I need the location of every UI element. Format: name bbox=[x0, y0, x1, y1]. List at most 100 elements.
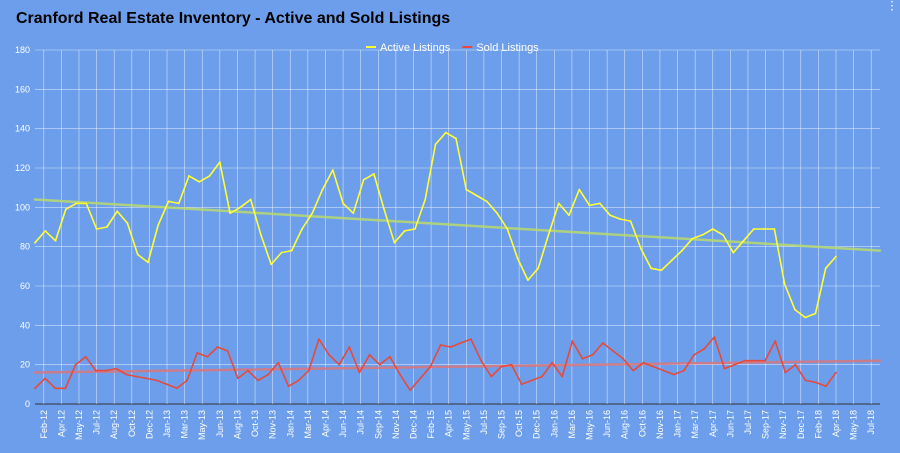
legend-label: Active Listings bbox=[380, 42, 451, 54]
data-point-sold-listings bbox=[348, 346, 351, 348]
data-point-sold-listings bbox=[470, 338, 472, 340]
data-point-active-listings bbox=[609, 214, 611, 217]
data-point-active-listings bbox=[249, 198, 252, 201]
data-point-sold-listings bbox=[601, 342, 604, 344]
data-point-sold-listings bbox=[378, 363, 381, 366]
data-point-sold-listings bbox=[105, 369, 107, 372]
data-point-active-listings bbox=[475, 194, 478, 197]
data-point-active-listings bbox=[270, 263, 273, 266]
x-tick-label: Aug-16 bbox=[620, 410, 630, 439]
data-point-sold-listings bbox=[216, 346, 219, 348]
data-point-active-listings bbox=[804, 316, 807, 319]
data-point-sold-listings bbox=[764, 359, 766, 362]
data-point-sold-listings bbox=[64, 387, 67, 390]
data-point-active-listings bbox=[280, 251, 283, 254]
data-point-sold-listings bbox=[642, 361, 645, 364]
data-point-active-listings bbox=[188, 174, 190, 177]
data-point-active-listings bbox=[301, 228, 303, 230]
data-point-active-listings bbox=[835, 255, 837, 258]
data-point-sold-listings bbox=[439, 344, 442, 346]
data-point-active-listings bbox=[752, 228, 755, 230]
data-point-sold-listings bbox=[257, 379, 259, 382]
data-point-active-listings bbox=[814, 312, 817, 315]
data-point-sold-listings bbox=[145, 377, 148, 380]
data-point-sold-listings bbox=[520, 383, 523, 386]
x-tick-label: Jul-14 bbox=[356, 410, 366, 435]
data-point-active-listings bbox=[116, 210, 119, 213]
vertical-dots-icon[interactable]: · · · bbox=[890, 0, 894, 17]
data-point-active-listings bbox=[568, 214, 570, 217]
x-tick-label: Oct-15 bbox=[514, 410, 524, 437]
data-point-active-listings bbox=[496, 212, 499, 215]
x-tick-label: Apr-12 bbox=[56, 410, 66, 437]
data-point-active-listings bbox=[85, 202, 88, 205]
data-point-sold-listings bbox=[824, 385, 827, 388]
data-point-sold-listings bbox=[784, 371, 787, 374]
data-point-sold-listings bbox=[84, 355, 87, 358]
series-line-active-listings bbox=[34, 131, 837, 319]
data-point-active-listings bbox=[331, 169, 334, 171]
data-point-active-listings bbox=[218, 161, 221, 164]
data-point-sold-listings bbox=[753, 359, 756, 362]
data-point-active-listings bbox=[619, 218, 622, 221]
chart-title: Cranford Real Estate Inventory - Active … bbox=[16, 10, 451, 27]
y-axis-ticks: 0 20 40 60 80 100 120 140 160 180 bbox=[15, 45, 30, 409]
data-point-sold-listings bbox=[135, 375, 138, 378]
data-point-active-listings bbox=[516, 257, 519, 260]
data-point-active-listings bbox=[506, 228, 509, 230]
data-point-active-listings bbox=[383, 208, 386, 211]
data-point-sold-listings bbox=[541, 375, 543, 378]
data-point-active-listings bbox=[424, 198, 427, 201]
y-tick-label: 180 bbox=[15, 45, 30, 55]
x-tick-label: Nov-13 bbox=[268, 410, 278, 439]
series-line-sold-listings bbox=[34, 336, 837, 391]
data-point-sold-listings bbox=[804, 379, 807, 382]
data-point-sold-listings bbox=[94, 369, 97, 372]
data-point-sold-listings bbox=[328, 353, 330, 356]
data-point-sold-listings bbox=[449, 346, 452, 348]
data-point-sold-listings bbox=[277, 361, 280, 364]
data-point-sold-listings bbox=[835, 371, 837, 374]
trendline-active-listings bbox=[33, 198, 882, 252]
data-point-active-listings bbox=[455, 137, 457, 140]
data-point-sold-listings bbox=[774, 340, 777, 342]
data-point-active-listings bbox=[208, 174, 211, 177]
data-point-sold-listings bbox=[358, 371, 361, 374]
data-point-sold-listings bbox=[34, 387, 36, 390]
data-point-sold-listings bbox=[247, 369, 249, 372]
x-tick-label: Mar-17 bbox=[690, 410, 700, 439]
data-point-sold-listings bbox=[794, 363, 797, 366]
data-point-sold-listings bbox=[54, 387, 57, 390]
x-tick-label: Sep-17 bbox=[761, 410, 771, 439]
data-point-sold-listings bbox=[338, 363, 341, 366]
x-tick-label: Jul-18 bbox=[866, 410, 876, 435]
x-tick-label: Apr-15 bbox=[444, 410, 454, 437]
data-point-active-listings bbox=[485, 200, 488, 203]
x-tick-label: Jan-16 bbox=[549, 410, 559, 438]
data-point-active-listings bbox=[660, 269, 663, 272]
data-point-sold-listings bbox=[115, 367, 118, 370]
data-point-active-listings bbox=[352, 212, 355, 215]
data-point-active-listings bbox=[650, 267, 653, 270]
grid-lines bbox=[35, 49, 880, 405]
data-point-sold-listings bbox=[723, 367, 726, 370]
x-tick-label: Jul-12 bbox=[92, 410, 102, 435]
data-point-sold-listings bbox=[480, 359, 483, 362]
series-lines bbox=[34, 131, 837, 392]
data-point-active-listings bbox=[465, 188, 468, 191]
data-point-sold-listings bbox=[317, 338, 320, 340]
data-point-sold-listings bbox=[429, 365, 432, 368]
data-point-active-listings bbox=[598, 202, 601, 205]
x-tick-label: Feb-18 bbox=[813, 410, 823, 439]
data-point-active-listings bbox=[722, 233, 724, 236]
y-tick-label: 140 bbox=[15, 124, 30, 134]
data-point-sold-listings bbox=[196, 351, 199, 354]
data-point-active-listings bbox=[95, 228, 98, 230]
data-point-sold-listings bbox=[551, 361, 553, 364]
data-point-active-listings bbox=[177, 202, 180, 205]
data-point-sold-listings bbox=[165, 383, 168, 386]
data-point-active-listings bbox=[157, 224, 160, 226]
data-point-active-listings bbox=[701, 233, 704, 236]
data-point-sold-listings bbox=[409, 389, 412, 392]
x-tick-label: Dec-12 bbox=[144, 410, 154, 439]
